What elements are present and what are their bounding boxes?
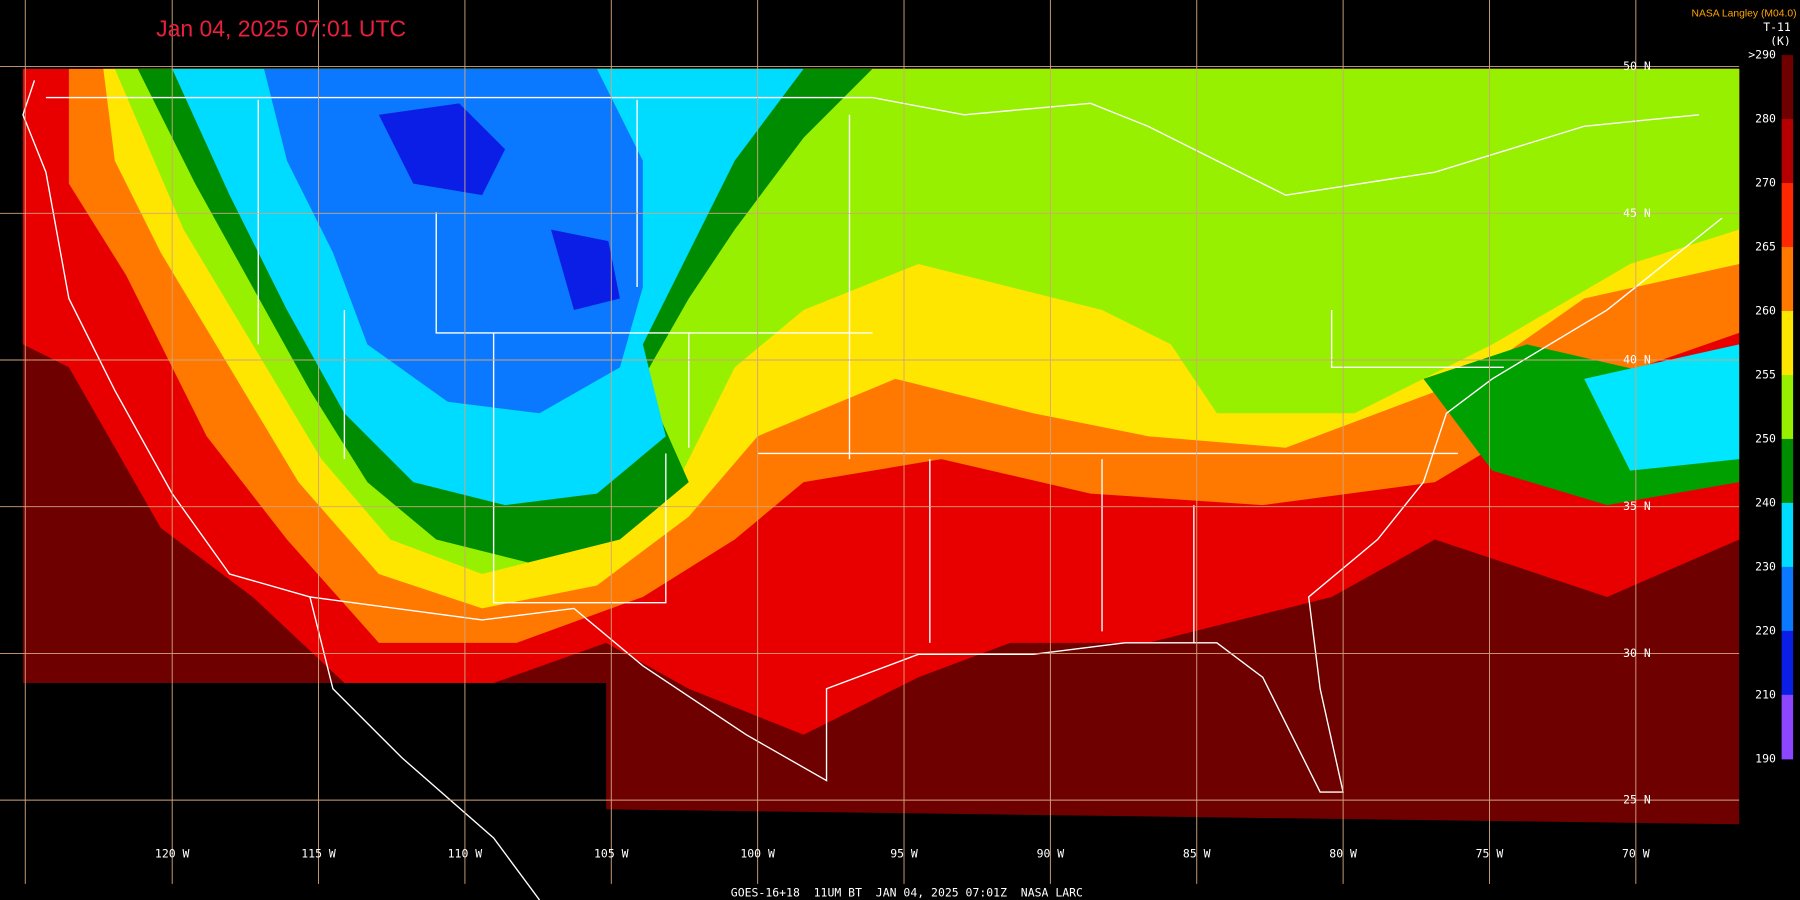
color-bar-segment xyxy=(1781,374,1794,440)
color-bar-segment xyxy=(1781,502,1794,568)
longitude-label: 100 W xyxy=(740,847,775,861)
longitude-label: 70 W xyxy=(1622,847,1650,861)
color-bar-segment xyxy=(1781,119,1794,184)
southwest-warm xyxy=(22,344,345,684)
color-bar-segment xyxy=(1781,630,1794,696)
longitude-label: 85 W xyxy=(1183,847,1211,861)
latitude-label: 50 N xyxy=(1623,59,1651,73)
latitude-label: 45 N xyxy=(1623,206,1651,220)
south-east-coast xyxy=(309,217,1723,793)
longitude-label: 80 W xyxy=(1329,847,1357,861)
latitude-label: 35 N xyxy=(1623,499,1651,513)
color-bar-label: >290 xyxy=(1748,48,1776,62)
color-bar-label: 265 xyxy=(1755,240,1776,254)
color-bar-label: 240 xyxy=(1755,495,1776,509)
borders xyxy=(22,80,1723,900)
imagery xyxy=(22,68,1740,825)
color-bar-label: 230 xyxy=(1755,559,1776,573)
longitude-label: 75 W xyxy=(1476,847,1504,861)
footer: GOES-16+18 11UM BT JAN 04, 2025 07:01Z N… xyxy=(731,886,1083,900)
legend-channel: T-11 xyxy=(1763,20,1791,34)
color-bar-segment xyxy=(1781,183,1794,248)
longitude-label: 95 W xyxy=(890,847,918,861)
color-bar-segment xyxy=(1781,247,1794,312)
color-bar-label: 220 xyxy=(1755,623,1776,637)
latitude-label: 30 N xyxy=(1623,646,1651,660)
cold-cores xyxy=(378,103,620,310)
lat-lon-grid xyxy=(0,0,1740,884)
northern-border xyxy=(45,96,1700,196)
longitude-label: 105 W xyxy=(594,847,629,861)
color-bar-segment xyxy=(1781,566,1794,632)
longitude-label: 120 W xyxy=(155,847,190,861)
legend-unit: (K) xyxy=(1770,34,1791,48)
color-bar: >290 280 270 265 260 255 250 240 230 220 210 190 xyxy=(1741,45,1800,783)
west-coast xyxy=(22,80,541,900)
color-bar-segment xyxy=(1781,55,1794,120)
color-bar-segment xyxy=(1781,310,1794,376)
latitude-label: 25 N xyxy=(1623,793,1651,807)
color-bar-label: 190 xyxy=(1755,751,1776,765)
credit: NASA Langley (M04.0) xyxy=(1691,9,1796,20)
state-lines xyxy=(257,99,1504,643)
color-bar-label: 250 xyxy=(1755,431,1776,445)
color-bar-segment xyxy=(1781,694,1794,760)
blue-region xyxy=(264,68,643,414)
color-bar-label: 260 xyxy=(1755,303,1776,317)
color-bar-segment xyxy=(1781,438,1794,504)
latitude-label: 40 N xyxy=(1623,353,1651,367)
longitude-label: 90 W xyxy=(1037,847,1065,861)
color-bar-label: 270 xyxy=(1755,176,1776,190)
cyan-offshore xyxy=(1584,344,1740,471)
color-bar-label: 210 xyxy=(1755,687,1776,701)
title: Jan 04, 2025 07:01 UTC xyxy=(156,16,406,42)
longitude-label: 110 W xyxy=(448,847,483,861)
color-bar-label: 280 xyxy=(1755,112,1776,126)
longitude-label: 115 W xyxy=(301,847,336,861)
color-bar-label: 255 xyxy=(1755,367,1776,381)
